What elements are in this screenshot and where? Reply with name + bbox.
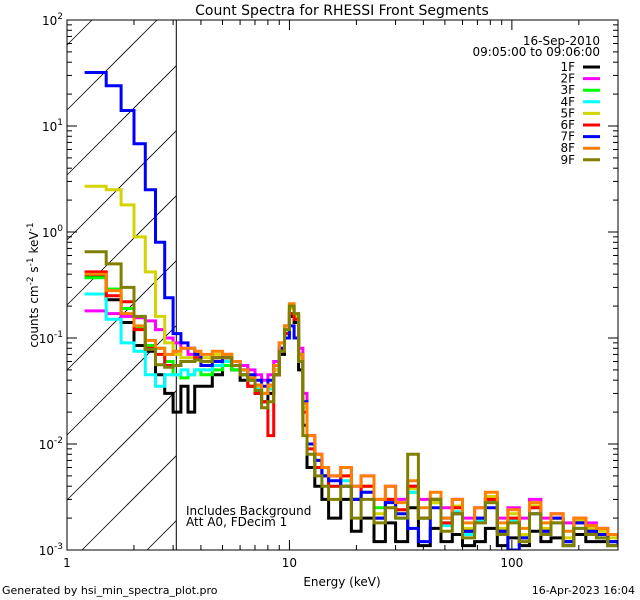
y-label-part: keV: [27, 231, 41, 258]
y-axis-label: counts cm-2 s-1 keV-1: [26, 222, 41, 347]
y-label-part: counts cm: [27, 285, 41, 347]
y-label-part: s: [27, 266, 41, 276]
y-tick-label: 102: [42, 12, 63, 28]
legend-label-4F: 4F: [560, 95, 575, 109]
hatch-line: [66, 195, 177, 306]
y-tick-exponent: 2: [57, 12, 63, 22]
footer-timestamp: 16-Apr-2023 16:04: [532, 584, 635, 597]
y-tick-label: 100: [42, 224, 63, 240]
legend-label-3F: 3F: [560, 83, 575, 97]
y-tick-exponent: -3: [54, 542, 63, 552]
x-tick-label: 10: [282, 556, 297, 570]
hatch-line: [81, 455, 177, 551]
hatch-line: [66, 325, 177, 436]
y-tick-exponent: -2: [54, 436, 63, 446]
legend-date: 16-Sep-2010: [523, 34, 600, 48]
y-tick-label: 10-3: [39, 542, 63, 558]
y-tick-exponent: 1: [57, 118, 63, 128]
y-tick-base: 10: [42, 14, 57, 28]
hatch-line: [146, 520, 177, 551]
legend-label-8F: 8F: [560, 141, 575, 155]
y-tick-exponent: -1: [54, 330, 63, 340]
y-tick-label: 10-1: [39, 330, 63, 346]
hatch-line: [66, 390, 177, 501]
legend-label-2F: 2F: [560, 72, 575, 86]
hatch-line: [66, 19, 158, 111]
footer-generated-by: Generated by hsi_min_spectra_plot.pro: [2, 584, 218, 597]
legend-label-1F: 1F: [560, 60, 575, 74]
x-tick-label: 100: [500, 556, 523, 570]
legend-label-9F: 9F: [560, 153, 575, 167]
y-tick-exponent: 0: [57, 224, 63, 234]
y-tick-label: 10-2: [39, 436, 63, 452]
legend-label-6F: 6F: [560, 118, 575, 132]
annotation-background: Includes Background: [186, 504, 311, 518]
y-tick-base: 10: [42, 226, 57, 240]
legend-label-7F: 7F: [560, 130, 575, 144]
y-tick-base: 10: [39, 332, 54, 346]
hatch-line: [66, 19, 93, 46]
chart-title: Count Spectra for RHESSI Front Segments: [195, 3, 489, 19]
y-label-exponent: -1: [26, 222, 36, 231]
plot-frame: [66, 19, 619, 551]
y-tick-base: 10: [42, 120, 57, 134]
series-line-9F: [84, 250, 618, 548]
y-tick-label: 101: [42, 118, 63, 134]
x-axis-label: Energy (keV): [303, 575, 380, 589]
series-group: [84, 71, 618, 550]
annotation-attenuator: Att A0, FDecim 1: [186, 515, 287, 529]
y-label-exponent: -1: [26, 257, 36, 266]
y-label-exponent: -2: [26, 276, 36, 285]
legend-label-5F: 5F: [560, 106, 575, 120]
hatch-line: [66, 65, 177, 176]
y-tick-base: 10: [39, 438, 54, 452]
series-line-8F: [84, 272, 618, 538]
y-tick-base: 10: [39, 544, 54, 558]
hatch-line: [66, 130, 177, 241]
x-tick-label: 1: [63, 556, 71, 570]
legend-time-range: 09:05:00 to 09:06:00: [473, 45, 600, 59]
